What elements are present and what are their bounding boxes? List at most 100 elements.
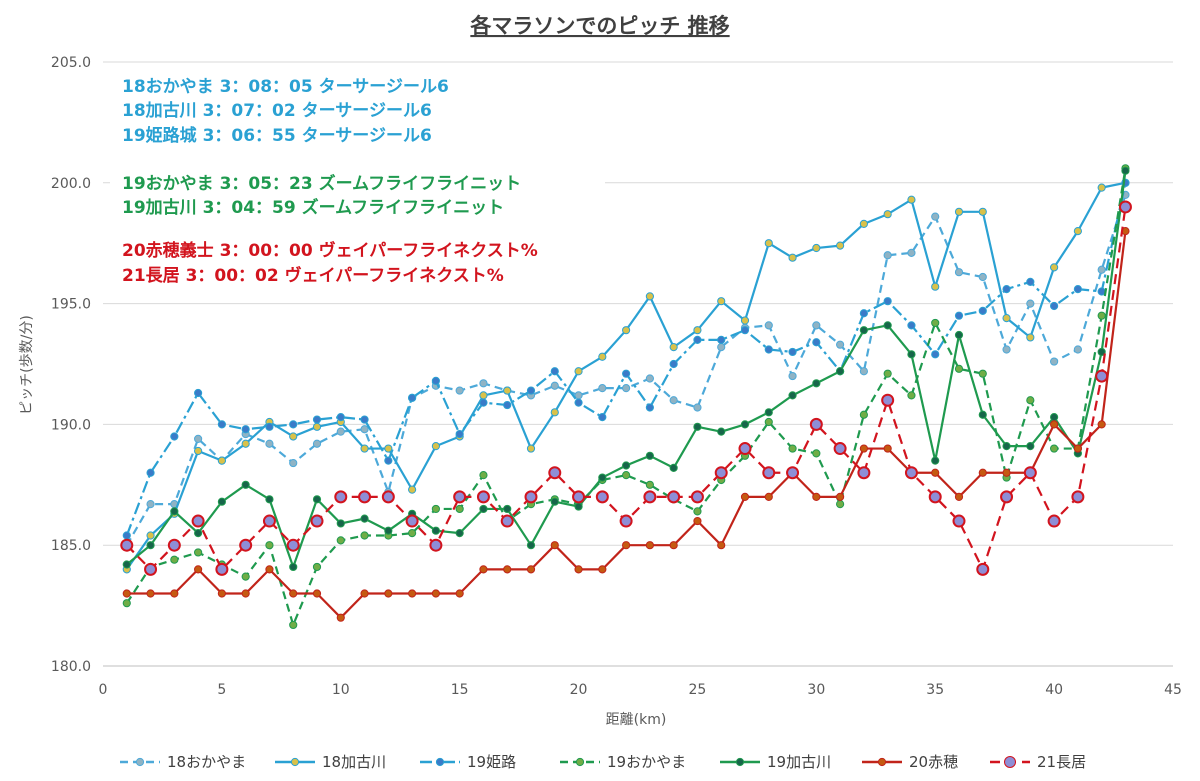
- legend-label: 20赤穂: [909, 753, 958, 771]
- data-point: [669, 463, 678, 472]
- data-point: [978, 272, 987, 282]
- data-point: [289, 562, 298, 572]
- data-point: [978, 468, 987, 477]
- y-axis-title: ピッチ(歩数/分): [19, 315, 35, 415]
- data-point: [289, 620, 298, 630]
- data-point: [669, 396, 678, 405]
- data-point: [717, 541, 726, 550]
- data-point: [336, 613, 345, 622]
- data-point: [170, 432, 179, 441]
- data-point: [146, 531, 155, 540]
- data-point: [265, 495, 274, 504]
- annotation-line: 18おかやま 3：08：05 ターサージール6: [122, 77, 449, 97]
- x-tick-labels: 0 5 10 15 20 25 30 35 40 45: [99, 682, 1182, 698]
- data-point: [241, 439, 250, 448]
- data-point: [859, 367, 868, 376]
- data-point: [598, 473, 607, 482]
- data-point: [1050, 357, 1059, 366]
- data-point: [669, 359, 678, 369]
- data-point: [358, 490, 372, 504]
- data-point: [645, 451, 654, 460]
- data-point: [1050, 301, 1059, 311]
- data-point: [194, 388, 203, 398]
- annotation-line: 19加古川 3：04：59 ズームフライフライニット: [122, 197, 504, 218]
- data-point: [241, 425, 250, 434]
- data-point: [928, 490, 942, 504]
- data-point: [836, 492, 845, 501]
- data-point: [194, 446, 203, 456]
- legend: 18おかやま 18加古川 19姫路 19おかやま 19加古川 20赤穂 21長居: [120, 753, 1086, 771]
- legend-marker: [877, 757, 887, 767]
- data-point: [265, 565, 274, 574]
- data-point: [788, 253, 797, 262]
- series-3: [122, 178, 1130, 540]
- data-point: [693, 335, 702, 344]
- data-point: [479, 398, 488, 407]
- data-point: [1073, 285, 1082, 294]
- data-point: [146, 541, 155, 550]
- data-point: [550, 497, 559, 506]
- x-axis-title: 距離(km): [606, 711, 667, 728]
- x-tick-label: 30: [807, 682, 825, 698]
- data-point: [381, 490, 395, 504]
- data-point: [476, 490, 490, 504]
- data-point: [859, 219, 868, 228]
- data-point: [524, 490, 538, 504]
- data-point: [526, 444, 536, 453]
- data-point: [265, 422, 274, 431]
- data-point: [194, 548, 203, 557]
- data-point: [289, 420, 298, 429]
- data-point: [144, 562, 158, 576]
- x-tick-label: 10: [332, 682, 350, 698]
- legend-marker: [435, 757, 445, 767]
- data-point: [334, 490, 348, 504]
- data-point: [191, 514, 205, 528]
- data-point: [429, 538, 443, 552]
- data-point: [883, 321, 892, 330]
- data-point: [312, 495, 322, 504]
- data-point: [859, 444, 868, 453]
- data-point: [645, 403, 654, 412]
- data-point: [740, 492, 750, 501]
- x-tick-label: 15: [451, 682, 469, 698]
- data-point: [952, 514, 966, 528]
- data-point: [836, 500, 845, 509]
- data-point: [241, 480, 250, 489]
- annotation-background: [110, 66, 605, 291]
- data-point: [289, 458, 298, 468]
- x-tick-label: 0: [99, 682, 108, 698]
- legend-marker: [290, 757, 300, 767]
- data-point: [812, 449, 821, 458]
- data-point: [1026, 333, 1035, 342]
- annotation-line: 18加古川 3：07：02 ターサージール6: [122, 100, 432, 121]
- x-tick-label: 25: [689, 682, 707, 698]
- data-point: [693, 422, 702, 431]
- data-point: [312, 415, 322, 424]
- data-point: [550, 367, 559, 376]
- legend-label: 19姫路: [467, 753, 516, 771]
- data-point: [194, 434, 203, 443]
- data-point: [740, 420, 750, 429]
- data-point: [883, 251, 892, 260]
- data-point: [717, 297, 726, 306]
- data-point: [360, 415, 369, 424]
- data-point: [1097, 311, 1106, 320]
- data-point: [764, 492, 773, 501]
- data-point: [954, 207, 964, 216]
- data-point: [408, 393, 417, 402]
- data-point: [645, 541, 654, 550]
- data-point: [1050, 263, 1059, 272]
- data-point: [572, 490, 586, 504]
- data-point: [788, 371, 797, 381]
- x-tick-label: 45: [1164, 682, 1182, 698]
- data-point: [167, 538, 181, 552]
- data-point: [1002, 442, 1011, 451]
- data-point: [431, 589, 440, 598]
- data-point: [812, 243, 821, 253]
- data-point: [1023, 466, 1037, 480]
- data-point: [574, 502, 583, 511]
- data-point: [122, 599, 131, 608]
- data-point: [836, 340, 845, 349]
- data-point: [904, 466, 918, 480]
- data-point: [645, 374, 654, 383]
